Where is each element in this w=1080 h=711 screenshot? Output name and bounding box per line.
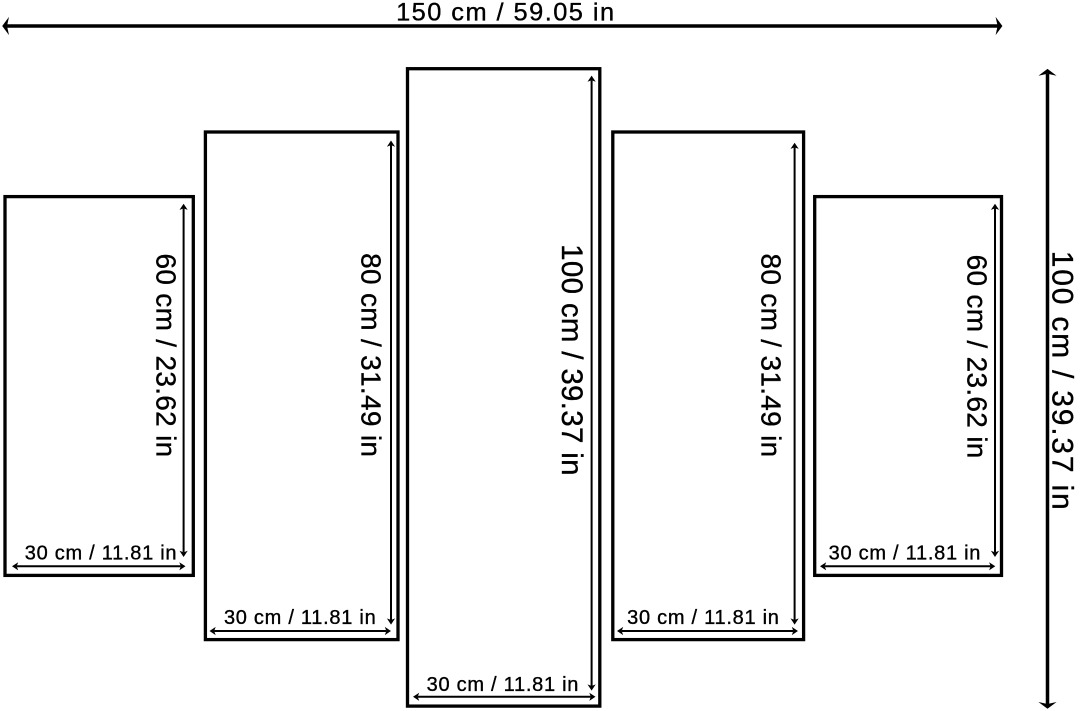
svg-text:30 cm / 11.81 in: 30 cm / 11.81 in <box>25 543 178 565</box>
svg-text:100 cm / 39.37 in: 100 cm / 39.37 in <box>555 244 588 476</box>
svg-text:30 cm / 11.81 in: 30 cm / 11.81 in <box>829 543 982 565</box>
svg-text:150 cm / 59.05 in: 150 cm / 59.05 in <box>396 0 615 27</box>
svg-text:60 cm / 23.62 in: 60 cm / 23.62 in <box>962 255 993 459</box>
svg-text:80 cm / 31.49 in: 80 cm / 31.49 in <box>355 253 386 457</box>
svg-text:30 cm / 11.81 in: 30 cm / 11.81 in <box>427 674 580 696</box>
svg-text:100 cm / 39.37 in: 100 cm / 39.37 in <box>1045 251 1078 512</box>
svg-text:80 cm / 31.49 in: 80 cm / 31.49 in <box>756 253 787 457</box>
svg-text:60 cm / 23.62 in: 60 cm / 23.62 in <box>151 253 182 457</box>
svg-text:30 cm / 11.81 in: 30 cm / 11.81 in <box>224 607 377 629</box>
svg-text:30 cm / 11.81 in: 30 cm / 11.81 in <box>627 607 780 629</box>
